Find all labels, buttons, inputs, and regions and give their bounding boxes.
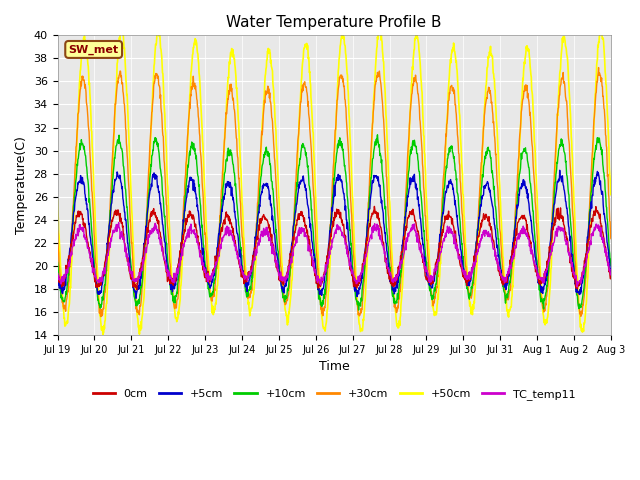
Text: SW_met: SW_met [68,44,118,55]
X-axis label: Time: Time [319,360,349,373]
Legend: 0cm, +5cm, +10cm, +30cm, +50cm, TC_temp11: 0cm, +5cm, +10cm, +30cm, +50cm, TC_temp1… [88,384,580,404]
Title: Water Temperature Profile B: Water Temperature Profile B [227,15,442,30]
Y-axis label: Temperature(C): Temperature(C) [15,136,28,234]
